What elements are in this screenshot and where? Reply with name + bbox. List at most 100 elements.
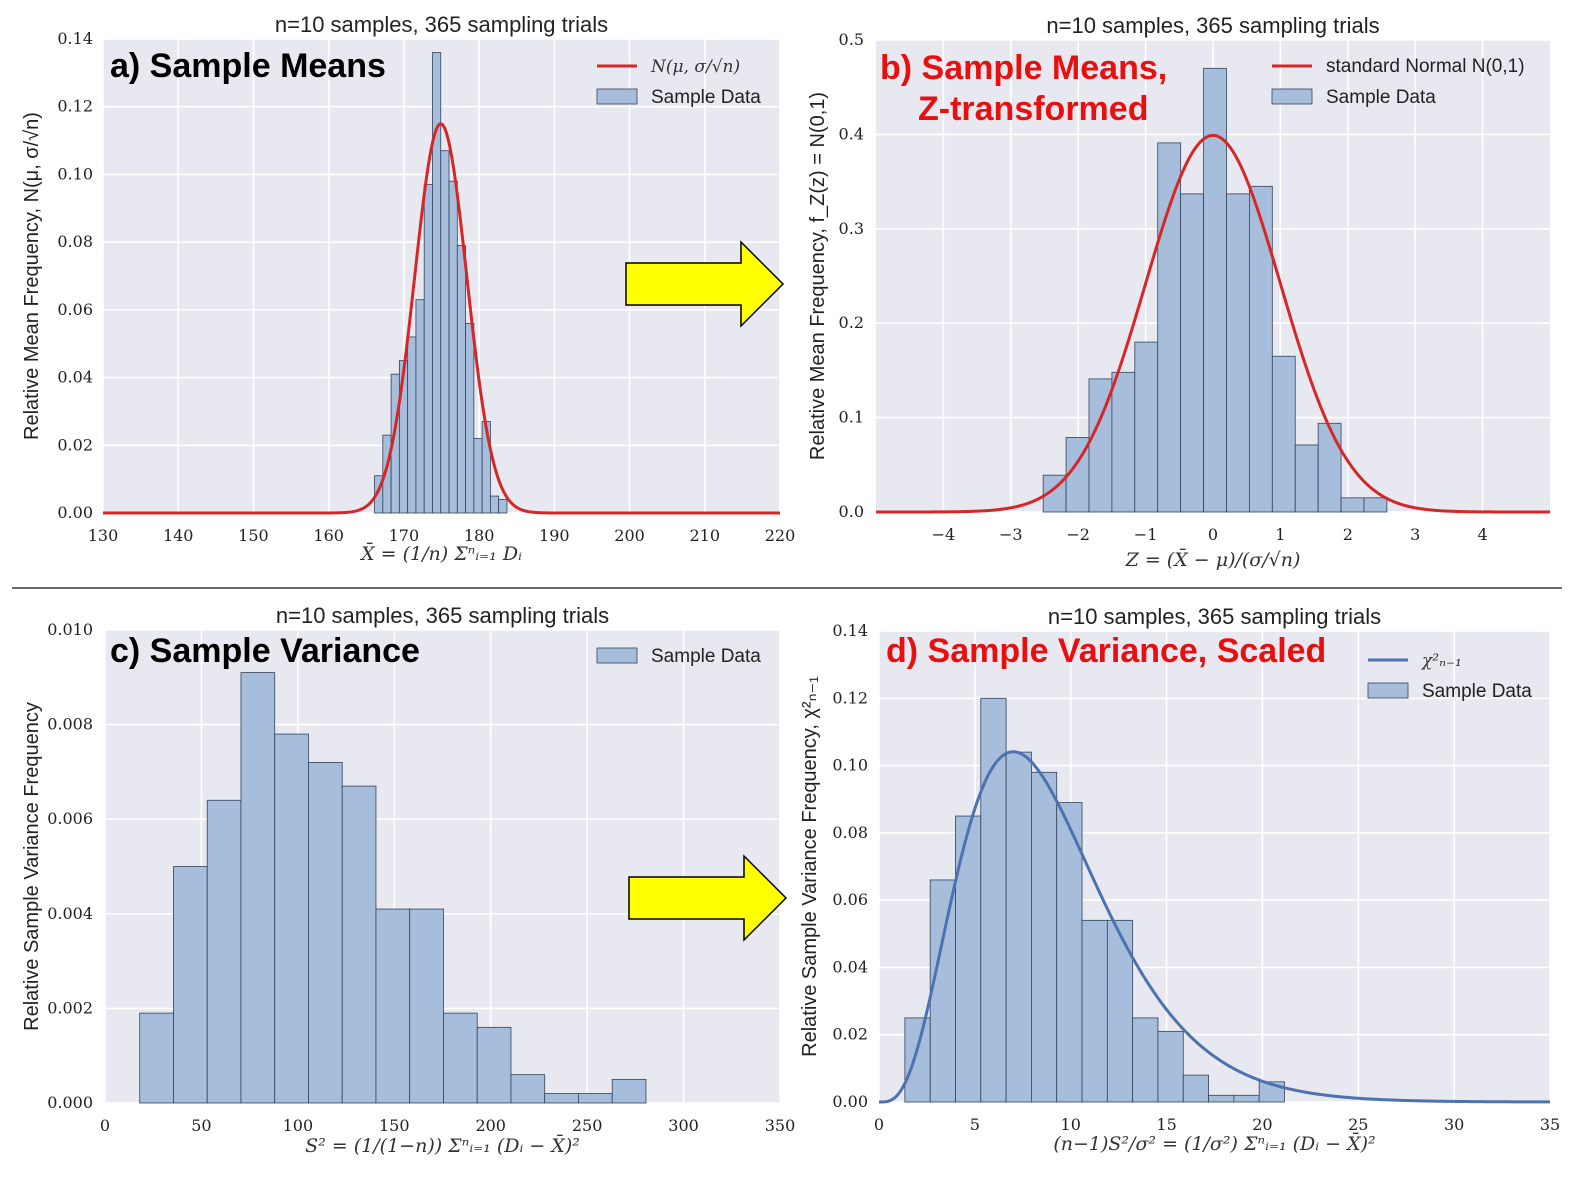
- legend-patch-swatch: [1367, 682, 1409, 699]
- x-tick-label: 250: [572, 1116, 603, 1135]
- panel-d: 0 5 10 15 20 25 30 35 0.00 0.02 0.04 0.06 0.08 0.10 0.…: [799, 604, 1560, 1155]
- histogram-bar: [407, 336, 417, 514]
- x-tick-label: 1: [1275, 525, 1285, 544]
- legend-label: N(μ, σ/√n): [650, 57, 740, 77]
- y-tick-label: 0.14: [832, 621, 868, 640]
- x-tick-label: 210: [690, 526, 721, 545]
- histogram-bar: [1180, 193, 1204, 513]
- histogram-bar: [510, 1074, 546, 1104]
- x-tick-label: 0: [874, 1115, 884, 1134]
- histogram-bar: [1233, 1094, 1260, 1103]
- y-tick-label: 0.12: [57, 97, 93, 116]
- x-tick-label: 220: [765, 526, 796, 545]
- x-tick-label: 2: [1343, 525, 1353, 544]
- histogram-bar: [409, 908, 444, 1104]
- x-tick-label: 180: [464, 526, 495, 545]
- panel-annotation: c) Sample Variance: [110, 632, 420, 670]
- x-axis-label: (n−1)S²/σ² = (1/σ²) Σⁿᵢ₌₁ (Dᵢ − X̄)²: [1053, 1132, 1375, 1155]
- histogram-bar: [139, 1012, 174, 1104]
- panel-annotation: a) Sample Means: [110, 47, 386, 85]
- histogram-bar: [498, 499, 508, 514]
- panel-title: n=10 samples, 365 sampling trials: [275, 12, 608, 37]
- y-tick-label: 0.1: [839, 408, 864, 427]
- y-tick-label: 0.06: [57, 300, 93, 319]
- histogram-bar: [465, 322, 475, 514]
- x-tick-label: 200: [475, 1116, 506, 1135]
- y-tick-label: 0.5: [839, 30, 864, 49]
- histogram-bars: [139, 672, 647, 1104]
- panel-c: 0 50 100 150 200 250 300 350 0.000 0.002 0.004 0.00…: [21, 603, 795, 1157]
- histogram-bar: [274, 733, 309, 1104]
- histogram-bar: [476, 1026, 512, 1104]
- density-curve: [879, 750, 1550, 1104]
- histogram-bar: [489, 495, 500, 514]
- y-tick-label: 0.3: [839, 219, 864, 238]
- histogram-bar: [1248, 185, 1273, 513]
- x-tick-label: 35: [1540, 1115, 1560, 1134]
- histogram-bar: [375, 908, 411, 1104]
- histogram-bar: [341, 785, 377, 1104]
- histogram-bar: [1363, 497, 1388, 513]
- y-axis-label: Relative Sample Variance Frequency: [21, 702, 43, 1031]
- x-tick-label: 170: [389, 526, 420, 545]
- legend-label: Sample Data: [1422, 681, 1532, 702]
- legend-patch-swatch: [596, 647, 638, 664]
- annotation-line: a) Sample Means: [110, 47, 386, 85]
- arrow-bottom: [628, 854, 788, 942]
- y-tick-label: 0.02: [57, 435, 93, 454]
- histogram-bar: [611, 1078, 647, 1104]
- histogram-bar: [1081, 919, 1108, 1103]
- x-tick-label: 150: [379, 1116, 410, 1135]
- histogram-bar: [423, 184, 433, 514]
- x-tick-label: 160: [313, 526, 344, 545]
- histogram-bar: [1106, 919, 1134, 1103]
- histogram-bar: [1031, 771, 1058, 1103]
- legend: standard Normal N(0,1) Sample Data: [1271, 56, 1525, 108]
- y-tick-label: 0.004: [47, 904, 93, 923]
- panel-annotation: b) Sample Means, Z-transformed: [880, 49, 1167, 128]
- histogram-bar: [1208, 1094, 1235, 1103]
- x-axis-label: Z = (X̄ − μ)/(σ/√n): [1125, 548, 1301, 571]
- x-tick-label: 100: [283, 1116, 314, 1135]
- histogram-bar: [955, 815, 982, 1103]
- y-tick-label: 0.4: [839, 124, 864, 143]
- panel-title: n=10 samples, 365 sampling trials: [1046, 13, 1379, 38]
- x-tick-label: 5: [970, 1115, 980, 1134]
- x-tick-label: 200: [614, 526, 645, 545]
- histogram-bar: [173, 866, 208, 1104]
- histogram-bar: [308, 762, 343, 1104]
- histogram-bar: [448, 180, 458, 514]
- x-tick-label: 140: [163, 526, 194, 545]
- histogram-bar: [432, 52, 442, 514]
- histogram-bar: [1132, 1017, 1159, 1103]
- x-axis-label: S² = (1/(1−n)) Σⁿᵢ₌₁ (Dᵢ − X̄)²: [305, 1134, 580, 1157]
- density-curve: [103, 122, 780, 515]
- legend: Sample Data: [596, 646, 761, 667]
- x-tick-label: 130: [88, 526, 119, 545]
- x-tick-label: 350: [765, 1116, 796, 1135]
- histogram-bar: [904, 1017, 931, 1103]
- panel-b: −4 −3 −2 −1 0 1 2 3 4 0.0 0.1 0.2 0.3 0.4 0.5 n=10 samp…: [807, 13, 1550, 571]
- arrow-top: [625, 240, 785, 328]
- legend-label: Sample Data: [651, 646, 761, 667]
- x-tick-label: −1: [1134, 525, 1158, 544]
- histogram-bar: [443, 1012, 478, 1104]
- y-tick-label: 0.006: [47, 809, 93, 828]
- x-tick-label: −4: [932, 525, 956, 544]
- x-tick-label: 30: [1444, 1115, 1464, 1134]
- y-tick-label: 0.04: [832, 957, 868, 976]
- y-tick-label: 0.08: [57, 232, 93, 251]
- y-tick-label: 0.008: [47, 715, 93, 734]
- histogram-bar: [1056, 802, 1083, 1103]
- histogram-bar: [1340, 497, 1365, 513]
- histogram-bar: [1271, 355, 1296, 513]
- legend-label: Sample Data: [1326, 87, 1436, 108]
- x-tick-label: 190: [539, 526, 570, 545]
- histogram-bar: [473, 438, 483, 514]
- histogram-bar: [456, 245, 466, 514]
- legend-label: standard Normal N(0,1): [1326, 56, 1525, 77]
- histogram-bar: [578, 1093, 613, 1104]
- legend-patch-swatch: [1271, 88, 1313, 105]
- y-tick-label: 0.010: [47, 620, 93, 639]
- legend-label: χ²ₙ₋₁: [1421, 651, 1462, 671]
